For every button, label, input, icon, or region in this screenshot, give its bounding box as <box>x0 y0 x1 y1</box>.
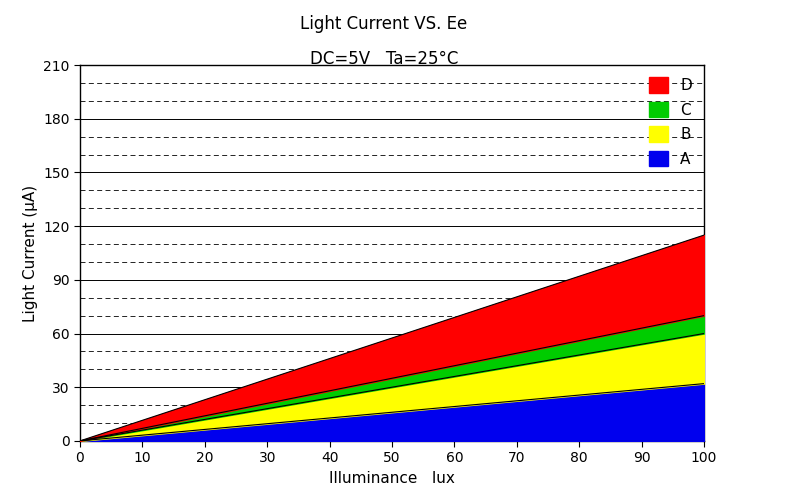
Text: Light Current VS. Ee: Light Current VS. Ee <box>300 15 468 33</box>
Text: DC=5V   Ta=25°C: DC=5V Ta=25°C <box>310 50 458 68</box>
Legend: D, C, B, A: D, C, B, A <box>645 73 696 171</box>
X-axis label: Illuminance   lux: Illuminance lux <box>329 471 455 486</box>
Y-axis label: Light Current (μA): Light Current (μA) <box>22 184 38 322</box>
